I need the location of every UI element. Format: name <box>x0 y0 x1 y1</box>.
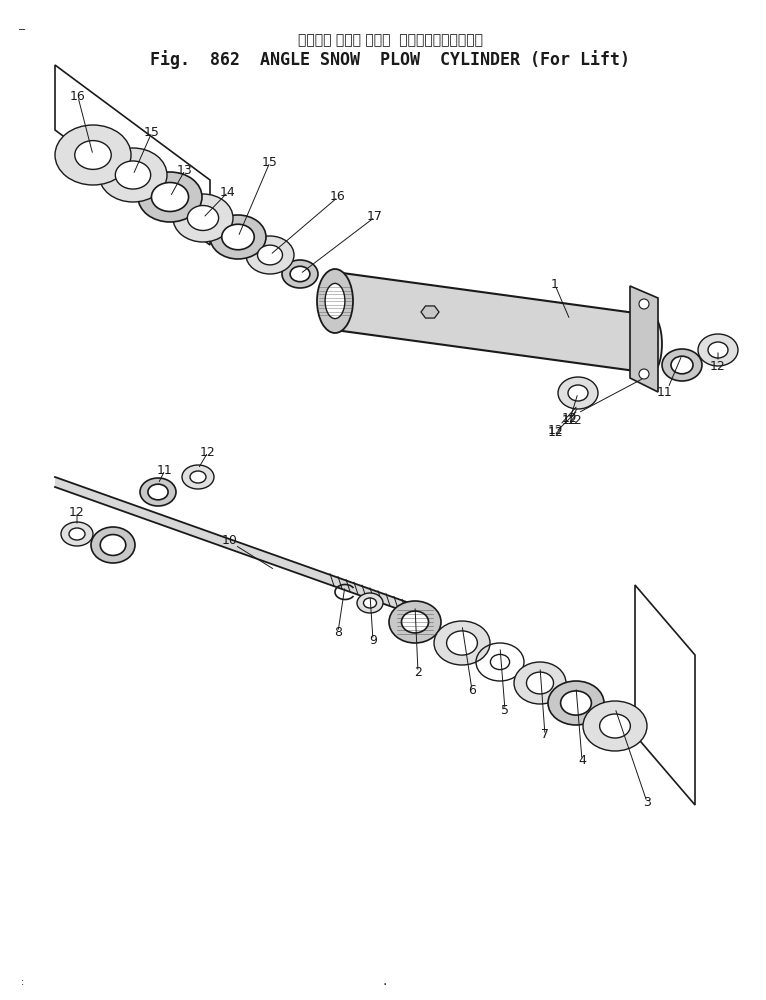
Polygon shape <box>335 272 650 373</box>
Circle shape <box>639 369 649 379</box>
Ellipse shape <box>69 528 85 540</box>
Ellipse shape <box>282 260 318 288</box>
Ellipse shape <box>140 478 176 506</box>
Text: 11: 11 <box>657 385 673 398</box>
Ellipse shape <box>91 527 135 563</box>
Text: 12: 12 <box>200 446 216 458</box>
Ellipse shape <box>638 314 662 374</box>
Text: 4: 4 <box>578 754 586 766</box>
Ellipse shape <box>364 598 377 608</box>
Ellipse shape <box>671 356 693 374</box>
Circle shape <box>639 299 649 309</box>
Text: 11: 11 <box>157 464 173 477</box>
Ellipse shape <box>708 342 728 358</box>
Ellipse shape <box>100 535 126 555</box>
Text: :: : <box>21 977 24 987</box>
Polygon shape <box>630 286 658 392</box>
Ellipse shape <box>152 182 188 212</box>
Ellipse shape <box>99 148 167 202</box>
Ellipse shape <box>61 522 93 546</box>
Ellipse shape <box>317 269 353 333</box>
Text: 7: 7 <box>541 728 549 742</box>
Ellipse shape <box>357 593 383 613</box>
Text: 9: 9 <box>369 634 377 647</box>
Ellipse shape <box>568 385 588 401</box>
Text: 16: 16 <box>70 91 86 104</box>
Text: 3: 3 <box>643 796 651 808</box>
Text: ·: · <box>383 978 387 992</box>
Text: 12: 12 <box>562 414 578 426</box>
Text: 12: 12 <box>567 414 583 426</box>
Text: 17: 17 <box>367 211 383 224</box>
Ellipse shape <box>526 672 554 694</box>
Text: Fig.  862  ANGLE SNOW  PLOW  CYLINDER (For Lift): Fig. 862 ANGLE SNOW PLOW CYLINDER (For L… <box>150 51 630 69</box>
Ellipse shape <box>389 601 441 643</box>
Text: 15: 15 <box>262 155 278 168</box>
Ellipse shape <box>75 141 111 169</box>
Ellipse shape <box>222 224 254 250</box>
Ellipse shape <box>173 194 233 242</box>
Ellipse shape <box>600 714 630 738</box>
Ellipse shape <box>148 484 168 500</box>
Text: 12: 12 <box>548 424 564 436</box>
Ellipse shape <box>210 215 266 259</box>
Text: 12: 12 <box>562 412 578 426</box>
Polygon shape <box>421 306 439 318</box>
Ellipse shape <box>447 631 477 655</box>
Text: 12: 12 <box>548 426 564 438</box>
Ellipse shape <box>182 465 214 489</box>
Text: 6: 6 <box>468 684 476 696</box>
Ellipse shape <box>55 125 131 185</box>
Ellipse shape <box>548 681 604 725</box>
Ellipse shape <box>561 691 591 715</box>
Ellipse shape <box>698 334 738 366</box>
Text: 12: 12 <box>710 360 726 373</box>
Text: 10: 10 <box>222 534 238 546</box>
Ellipse shape <box>138 172 202 222</box>
Text: 12: 12 <box>69 506 85 518</box>
Ellipse shape <box>257 245 283 265</box>
Ellipse shape <box>558 377 598 409</box>
Text: 16: 16 <box>330 190 346 204</box>
Text: −: − <box>18 25 26 35</box>
Text: アングル スノー プラウ  シリンダ（リフト用）: アングル スノー プラウ シリンダ（リフト用） <box>297 33 483 47</box>
Polygon shape <box>55 477 415 615</box>
Ellipse shape <box>434 621 490 665</box>
Text: 5: 5 <box>501 704 509 716</box>
Text: 15: 15 <box>144 125 160 138</box>
Ellipse shape <box>662 349 702 381</box>
Ellipse shape <box>246 236 294 274</box>
Ellipse shape <box>583 701 647 751</box>
Ellipse shape <box>514 662 566 704</box>
Ellipse shape <box>290 266 310 282</box>
Text: 1: 1 <box>551 278 559 292</box>
Ellipse shape <box>401 611 428 633</box>
Ellipse shape <box>116 161 151 189</box>
Text: 14: 14 <box>220 186 236 198</box>
Ellipse shape <box>188 206 218 230</box>
Text: 2: 2 <box>414 666 422 678</box>
Ellipse shape <box>190 471 206 483</box>
Text: 13: 13 <box>177 163 193 176</box>
Text: 8: 8 <box>334 626 342 639</box>
Ellipse shape <box>325 283 345 319</box>
